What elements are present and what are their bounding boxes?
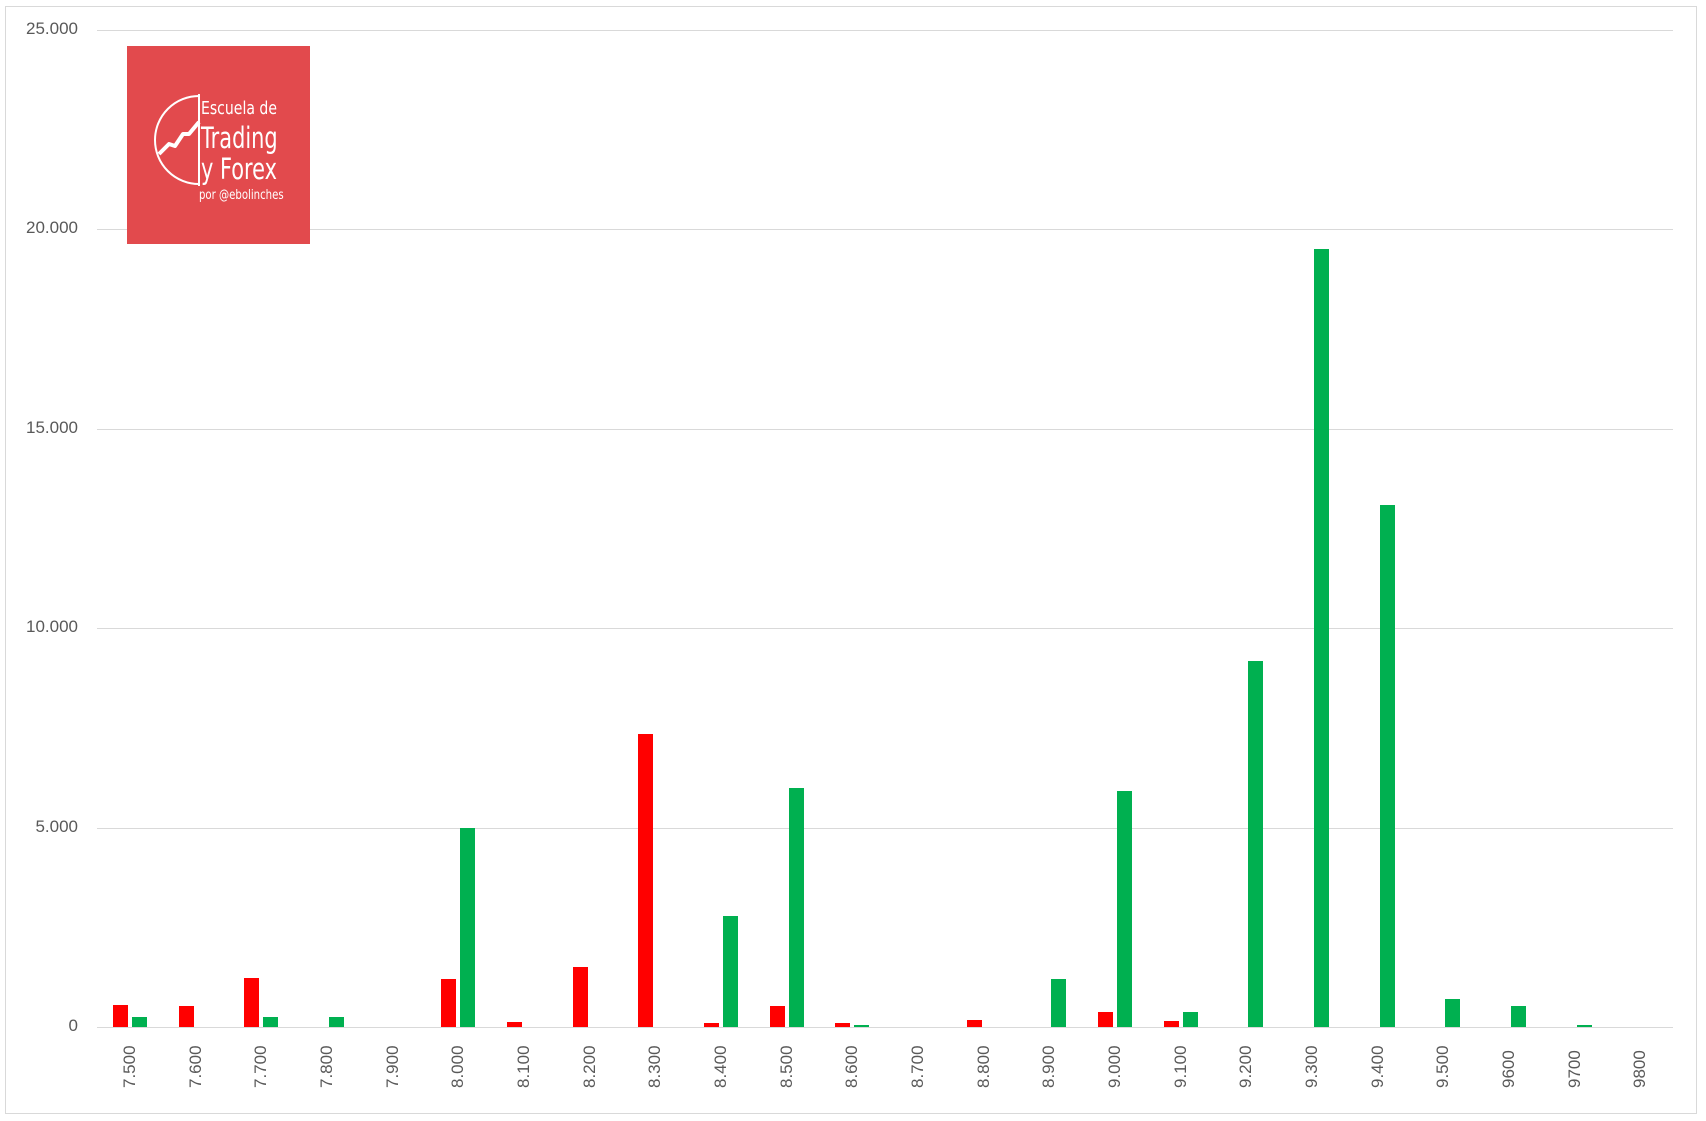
bar-red-8.100 (507, 1022, 522, 1027)
gridline (97, 229, 1673, 230)
bar-red-8.400 (704, 1023, 719, 1027)
x-axis-tick-label: 8.600 (842, 1045, 861, 1088)
logo-text-line2: Trading (201, 121, 278, 155)
x-axis-tick-label: 8.300 (645, 1045, 664, 1088)
x-axis-tick-label: 8.500 (777, 1045, 796, 1088)
logo-escuela-de-trading-y-forex: Escuela de Trading y Forex por @ebolinch… (127, 46, 310, 244)
x-axis-tick-label: 8.200 (580, 1045, 599, 1088)
bar-green-8.000 (460, 828, 475, 1027)
y-axis-tick-label: 10.000 (26, 617, 78, 636)
bar-green-9600 (1511, 1006, 1526, 1027)
y-axis-tick-label: 20.000 (26, 218, 78, 237)
x-axis-tick-label: 7.900 (383, 1045, 402, 1088)
trend-circle-icon (154, 94, 201, 186)
gridline (97, 30, 1673, 31)
y-axis-tick-label: 25.000 (26, 19, 78, 38)
x-axis-tick-label: 8.700 (908, 1045, 927, 1088)
x-axis-tick-label: 8.800 (974, 1045, 993, 1088)
x-axis-tick-label: 8.000 (448, 1045, 467, 1088)
x-axis-tick-label: 8.900 (1039, 1045, 1058, 1088)
logo-text-line3: y Forex (201, 152, 278, 186)
gridline (97, 429, 1673, 430)
bar-green-8.600 (854, 1025, 869, 1027)
bar-green-9.100 (1183, 1012, 1198, 1027)
x-axis-tick-label: 9.100 (1171, 1045, 1190, 1088)
bar-red-7.600 (179, 1006, 194, 1027)
bar-red-9.000 (1098, 1012, 1113, 1027)
bar-green-8.900 (1051, 979, 1066, 1027)
x-axis-tick-label: 9.300 (1302, 1045, 1321, 1088)
bar-red-8.800 (967, 1020, 982, 1027)
x-axis-tick-label: 9.500 (1433, 1045, 1452, 1088)
x-axis-tick-label: 9.400 (1368, 1045, 1387, 1088)
bar-red-8.300 (638, 734, 653, 1027)
x-axis-tick-label: 7.800 (317, 1045, 336, 1088)
bar-red-8.600 (835, 1023, 850, 1027)
x-axis-line (97, 1027, 1673, 1028)
logo-text-line4: por @ebolinches (199, 188, 284, 203)
bar-green-9.500 (1445, 999, 1460, 1027)
x-axis-tick-label: 9700 (1565, 1050, 1584, 1088)
y-axis-tick-label: 5.000 (35, 817, 78, 836)
y-axis-tick-label: 0 (68, 1016, 78, 1035)
bar-green-9.200 (1248, 661, 1263, 1027)
bar-red-8.500 (770, 1006, 785, 1027)
x-axis-tick-label: 7.700 (251, 1045, 270, 1088)
x-axis-tick-label: 9.200 (1236, 1045, 1255, 1088)
logo-text-line1: Escuela de (201, 98, 277, 119)
x-axis-tick-label: 9800 (1630, 1050, 1649, 1088)
x-axis-tick-label: 8.400 (711, 1045, 730, 1088)
bar-red-9.100 (1164, 1021, 1179, 1027)
x-axis-tick-label: 8.100 (514, 1045, 533, 1088)
gridline (97, 828, 1673, 829)
bar-green-9.400 (1380, 505, 1395, 1027)
bar-green-9.000 (1117, 791, 1132, 1027)
x-axis-tick-label: 7.600 (186, 1045, 205, 1088)
x-axis-tick-label: 9.000 (1105, 1045, 1124, 1088)
bar-green-7.800 (329, 1017, 344, 1027)
bar-green-7.500 (132, 1017, 147, 1027)
bar-green-8.500 (789, 788, 804, 1027)
y-axis-tick-label: 15.000 (26, 418, 78, 437)
x-axis-tick-label: 9600 (1499, 1050, 1518, 1088)
x-axis-tick-label: 7.500 (120, 1045, 139, 1088)
bar-green-7.700 (263, 1017, 278, 1027)
bar-red-7.700 (244, 978, 259, 1027)
bar-green-9700 (1577, 1025, 1592, 1027)
gridline (97, 628, 1673, 629)
bar-green-9.300 (1314, 249, 1329, 1027)
bar-red-7.500 (113, 1005, 128, 1027)
bar-green-8.400 (723, 916, 738, 1027)
bar-red-8.000 (441, 979, 456, 1027)
bar-red-8.200 (573, 967, 588, 1027)
